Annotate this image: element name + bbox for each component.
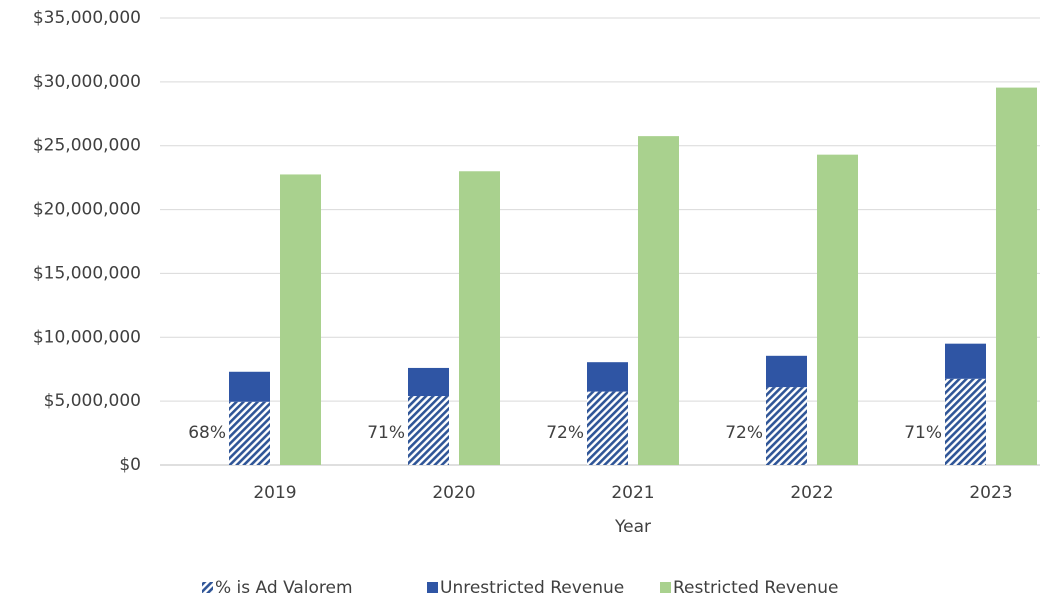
bar [817,154,858,465]
bar [280,174,321,465]
x-tick-label: 2019 [253,483,296,503]
bar [766,355,807,388]
y-tick-label: $5,000,000 [44,391,141,411]
legend-swatch [660,582,671,593]
legend-label: Unrestricted Revenue [440,578,624,598]
bar [408,367,449,397]
percent-label: 71% [367,423,405,443]
percent-label: 71% [904,423,942,443]
y-tick-label: $15,000,000 [33,263,141,283]
percent-label: 72% [725,423,763,443]
legend-label: Restricted Revenue [673,578,838,598]
bar [638,136,679,465]
percent-label: 72% [546,423,584,443]
bar [996,87,1037,466]
x-tick-label: 2023 [969,483,1012,503]
bar [587,362,628,392]
bar [229,401,270,465]
bar [945,343,986,379]
percent-label: 68% [188,423,226,443]
legend-label: % is Ad Valorem [215,578,353,598]
legend-swatch [202,582,213,593]
y-tick-label: $10,000,000 [33,327,141,347]
y-tick-label: $0 [119,455,141,475]
bar [766,387,807,465]
y-tick-label: $25,000,000 [33,136,141,156]
legend-swatch [427,582,438,593]
bar [408,396,449,465]
x-tick-label: 2020 [432,483,475,503]
bar [229,371,270,402]
bar [459,171,500,465]
x-axis-title: Year [614,517,651,537]
y-tick-label: $20,000,000 [33,200,141,220]
bar [587,391,628,465]
x-tick-label: 2021 [611,483,654,503]
y-tick-label: $35,000,000 [33,8,141,28]
bar [945,378,986,465]
x-tick-label: 2022 [790,483,833,503]
y-tick-label: $30,000,000 [33,72,141,92]
